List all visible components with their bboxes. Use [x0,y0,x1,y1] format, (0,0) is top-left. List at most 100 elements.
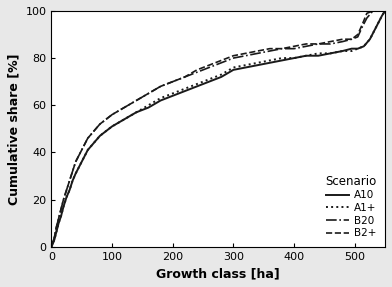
A10 [361,44,366,48]
B20 [122,106,127,109]
A1+ [64,195,69,199]
B20 [146,92,151,95]
B20 [328,42,333,46]
A1+ [231,66,236,69]
A1+ [52,238,57,241]
A10 [146,106,151,109]
B2+ [158,85,163,88]
A10 [368,38,372,41]
B2+ [59,207,64,211]
B20 [70,170,75,173]
A1+ [61,205,66,208]
A1+ [59,214,64,218]
B2+ [183,75,187,79]
Line: B2+: B2+ [51,11,385,247]
A1+ [304,54,309,57]
A10 [267,61,272,65]
A1+ [356,47,360,51]
A10 [85,148,90,152]
A1+ [79,160,84,164]
B20 [380,9,385,13]
A10 [292,56,296,60]
B2+ [207,63,211,67]
B20 [61,198,66,201]
B20 [356,35,360,38]
A10 [50,243,55,246]
B20 [340,40,345,43]
A1+ [328,52,333,55]
B2+ [383,9,387,13]
B2+ [70,170,75,173]
B20 [370,9,375,13]
B2+ [52,236,57,239]
B2+ [340,38,345,41]
B2+ [292,44,296,48]
B2+ [328,40,333,43]
A1+ [219,73,223,76]
B2+ [267,47,272,51]
B2+ [380,9,385,13]
B2+ [54,226,58,230]
A1+ [368,38,372,41]
A10 [183,89,187,93]
B20 [73,160,78,164]
Line: A10: A10 [51,11,385,247]
A1+ [340,49,345,53]
B20 [383,9,387,13]
A1+ [146,104,151,107]
B20 [304,44,309,48]
B20 [59,207,64,211]
Line: A1+: A1+ [51,11,385,247]
A1+ [243,63,248,67]
A1+ [279,56,284,60]
X-axis label: Growth class [ha]: Growth class [ha] [156,267,280,280]
B20 [49,245,54,248]
A1+ [316,52,321,55]
B2+ [243,52,248,55]
B20 [50,241,55,245]
A1+ [67,188,72,192]
B20 [183,75,187,79]
A1+ [361,44,366,48]
A10 [158,99,163,102]
B20 [98,122,102,126]
A1+ [85,148,90,152]
A10 [73,172,78,175]
B20 [52,236,57,239]
A1+ [56,221,61,225]
B2+ [255,49,260,53]
A1+ [134,110,139,114]
B2+ [356,33,360,36]
A1+ [49,245,54,248]
A1+ [54,231,58,234]
B2+ [85,137,90,140]
A10 [194,85,199,88]
B2+ [219,59,223,62]
B20 [359,26,364,29]
B20 [158,85,163,88]
B2+ [56,217,61,220]
A10 [61,205,66,208]
A10 [255,63,260,67]
A10 [98,134,102,137]
A1+ [207,77,211,81]
B2+ [122,106,127,109]
A10 [122,118,127,121]
A1+ [292,56,296,60]
B20 [103,118,108,121]
A1+ [383,9,387,13]
A1+ [349,49,354,53]
B20 [267,49,272,53]
A10 [340,49,345,53]
B20 [79,148,84,152]
B20 [56,217,61,220]
B2+ [304,42,309,46]
B20 [54,226,58,230]
A10 [328,52,333,55]
A10 [231,68,236,71]
A10 [304,54,309,57]
A1+ [183,87,187,90]
A10 [52,238,57,241]
B20 [64,188,69,192]
A10 [349,47,354,51]
